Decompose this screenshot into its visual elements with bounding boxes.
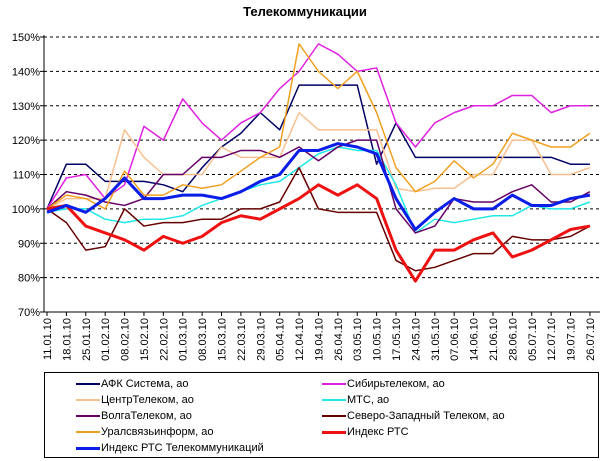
legend-item: Индекс РТС Телекоммуникаций bbox=[76, 441, 264, 455]
x-tick-label: 12.07.10 bbox=[546, 318, 558, 361]
x-tick-label: 01.03.10 bbox=[178, 318, 190, 361]
y-tick-label: 90% bbox=[18, 238, 40, 250]
x-tick-label: 14.06.10 bbox=[469, 318, 481, 361]
y-tick-label: 140% bbox=[12, 66, 40, 78]
legend-swatch bbox=[76, 383, 100, 386]
series-line-5 bbox=[46, 166, 591, 272]
x-tick-label: 28.06.10 bbox=[507, 318, 519, 361]
x-tick-label: 08.03.10 bbox=[197, 318, 209, 361]
x-tick-label: 26.04.10 bbox=[333, 318, 345, 361]
y-tick-label: 80% bbox=[18, 273, 40, 285]
x-tick-label: 18.01.10 bbox=[61, 318, 73, 361]
x-tick-label: 17.05.10 bbox=[391, 318, 403, 361]
x-tick-label: 22.03.10 bbox=[236, 318, 248, 361]
x-tick-label: 25.01.10 bbox=[81, 318, 93, 361]
x-tick-label: 19.04.10 bbox=[313, 318, 325, 361]
chart-title: Телекоммуникации bbox=[243, 4, 367, 19]
y-tick-label: 70% bbox=[18, 307, 40, 319]
x-tick-label: 08.02.10 bbox=[120, 318, 132, 361]
legend-swatch bbox=[76, 446, 100, 450]
x-tick-label: 07.06.10 bbox=[449, 318, 461, 361]
series-line-2 bbox=[46, 111, 591, 210]
legend-item: ВолгаТелеком, ао bbox=[76, 409, 192, 423]
series-line-7 bbox=[46, 183, 591, 283]
legend-swatch bbox=[322, 383, 346, 386]
y-tick-label: 110% bbox=[13, 170, 41, 182]
x-tick-label: 26.07.10 bbox=[585, 318, 597, 361]
x-tick-label: 15.03.10 bbox=[217, 318, 229, 361]
legend-swatch bbox=[76, 415, 100, 418]
legend-swatch bbox=[76, 399, 100, 402]
x-tick-label: 12.04.10 bbox=[294, 318, 306, 361]
x-tick-label: 05.07.10 bbox=[527, 318, 539, 361]
legend-swatch bbox=[322, 415, 346, 418]
legend-label: Индекс РТС Телекоммуникаций bbox=[101, 442, 264, 454]
legend-item: Уралсвязьинформ, ао bbox=[76, 425, 214, 439]
legend-swatch bbox=[322, 399, 346, 402]
series-line-1 bbox=[46, 43, 590, 210]
legend: АФК Система, ао Сибирьтелеком, ао ЦентрТел… bbox=[44, 372, 599, 458]
legend-swatch bbox=[76, 431, 100, 434]
x-tick-label: 21.06.10 bbox=[488, 318, 500, 361]
x-tick-label: 19.07.10 bbox=[566, 318, 578, 361]
y-tick-label: 120% bbox=[12, 135, 40, 147]
x-tick-label: 10.05.10 bbox=[372, 318, 384, 361]
legend-label: АФК Система, ао bbox=[101, 378, 189, 390]
y-tick-label: 150% bbox=[12, 32, 40, 44]
legend-label: Индекс РТС bbox=[347, 426, 409, 438]
y-tick-label: 130% bbox=[12, 101, 40, 113]
x-tick-label: 03.05.10 bbox=[352, 318, 364, 361]
legend-item: Сибирьтелеком, ао bbox=[322, 377, 445, 391]
legend-item: АФК Система, ао bbox=[76, 377, 188, 391]
x-tick-label: 29.03.10 bbox=[255, 318, 267, 361]
legend-item: Индекс РТС bbox=[322, 425, 409, 439]
series-line-8 bbox=[46, 142, 591, 231]
x-tick-label: 05.04.10 bbox=[275, 318, 287, 361]
x-tick-label: 24.05.10 bbox=[410, 318, 422, 361]
y-tick-label: 100% bbox=[12, 204, 40, 216]
x-tick-label: 31.05.10 bbox=[430, 318, 442, 361]
legend-label: МТС, ао bbox=[347, 394, 390, 406]
x-tick-label: 11.01.10 bbox=[42, 318, 54, 360]
x-tick-label: 22.02.10 bbox=[158, 318, 170, 361]
series-line-0 bbox=[46, 84, 590, 210]
legend-item: ЦентрТелеком, ао bbox=[76, 393, 194, 407]
legend-label: Уралсвязьинформ, ао bbox=[101, 426, 214, 438]
legend-label: Северо-Западный Телеком, ао bbox=[347, 410, 505, 422]
series-line-4 bbox=[46, 139, 591, 234]
legend-label: Сибирьтелеком, ао bbox=[347, 378, 445, 390]
legend-item: МТС, ао bbox=[322, 393, 389, 407]
legend-label: ВолгаТелеком, ао bbox=[101, 410, 192, 422]
chart-plot: Телекоммуникации 70% 80% 90% 100% 110% 120% 13… bbox=[12, 4, 600, 361]
legend-label: ЦентрТелеком, ао bbox=[101, 394, 194, 406]
x-tick-label: 01.02.10 bbox=[100, 318, 112, 361]
x-tick-label: 15.02.10 bbox=[139, 318, 151, 361]
series-line-6 bbox=[46, 43, 591, 210]
legend-item: Северо-Западный Телеком, ао bbox=[322, 409, 505, 423]
legend-swatch bbox=[322, 430, 346, 434]
